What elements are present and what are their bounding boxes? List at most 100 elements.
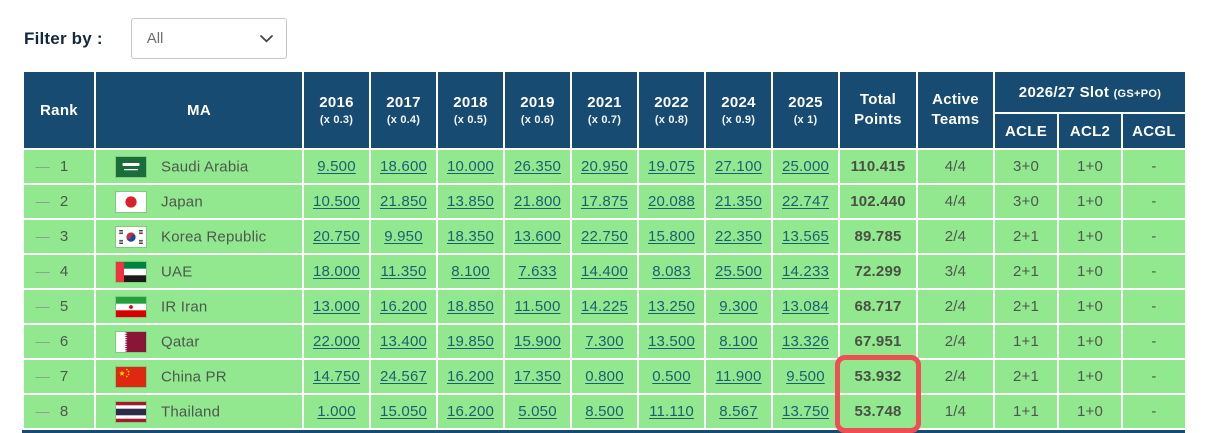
year-points-link[interactable]: 20.088 bbox=[647, 193, 696, 210]
rank-number: 5 bbox=[59, 298, 69, 315]
year-points-link[interactable]: 15.900 bbox=[513, 333, 562, 350]
table-row: —7 China PR 14.750 24.567 16.200 17.350 0.800 0… bbox=[22, 358, 1188, 395]
year-points-link[interactable]: 18.850 bbox=[446, 298, 495, 315]
year-points-link[interactable]: 8.083 bbox=[652, 263, 691, 280]
year-points-link[interactable]: 21.350 bbox=[714, 193, 763, 210]
col-header-2022: 2022 (x 0.8) bbox=[637, 70, 706, 150]
year-points-link[interactable]: 9.300 bbox=[719, 298, 758, 315]
year-points-link[interactable]: 1.000 bbox=[317, 403, 356, 420]
acle-slot-cell: 3+0 bbox=[993, 148, 1059, 185]
year-points-cell: 8.500 bbox=[570, 393, 639, 430]
year-points-link[interactable]: 7.300 bbox=[585, 333, 624, 350]
trend-steady-icon: — bbox=[35, 403, 50, 419]
year-points-link[interactable]: 14.225 bbox=[580, 298, 629, 315]
year-points-link[interactable]: 7.633 bbox=[518, 263, 557, 280]
year-points-link[interactable]: 13.400 bbox=[379, 333, 428, 350]
year-points-link[interactable]: 22.747 bbox=[781, 193, 830, 210]
year-points-link[interactable]: 0.500 bbox=[652, 368, 691, 385]
ma-cell: Saudi Arabia bbox=[94, 148, 304, 185]
active-teams-cell: 3/4 bbox=[916, 253, 995, 290]
year-points-link[interactable]: 19.850 bbox=[446, 333, 495, 350]
year-points-link[interactable]: 21.800 bbox=[513, 193, 562, 210]
country-name: Japan bbox=[161, 193, 203, 210]
year-points-link[interactable]: 15.050 bbox=[379, 403, 428, 420]
year-points-link[interactable]: 16.200 bbox=[446, 403, 495, 420]
year-points-link[interactable]: 16.200 bbox=[446, 368, 495, 385]
year-points-link[interactable]: 21.850 bbox=[379, 193, 428, 210]
year-points-link[interactable]: 20.950 bbox=[580, 158, 629, 175]
year-points-link[interactable]: 11.110 bbox=[649, 403, 694, 420]
year-points-link[interactable]: 13.250 bbox=[647, 298, 696, 315]
rank-cell: —3 bbox=[22, 218, 96, 255]
year-points-link[interactable]: 8.100 bbox=[451, 263, 490, 280]
year-points-link[interactable]: 13.600 bbox=[513, 228, 562, 245]
year-points-cell: 15.800 bbox=[637, 218, 706, 255]
year-points-link[interactable]: 17.350 bbox=[513, 368, 562, 385]
trend-steady-icon: — bbox=[35, 263, 50, 279]
year-points-link[interactable]: 14.750 bbox=[312, 368, 361, 385]
acl2-slot-cell: 1+0 bbox=[1057, 183, 1123, 220]
year-points-link[interactable]: 25.500 bbox=[714, 263, 763, 280]
year-points-link[interactable]: 18.600 bbox=[379, 158, 428, 175]
year-points-link[interactable]: 18.000 bbox=[312, 263, 361, 280]
year-points-link[interactable]: 11.900 bbox=[715, 368, 762, 385]
year-points-link[interactable]: 17.875 bbox=[580, 193, 629, 210]
year-points-link[interactable]: 8.567 bbox=[719, 403, 758, 420]
col-header-active-teams: Active Teams bbox=[916, 70, 995, 150]
year-points-link[interactable]: 13.565 bbox=[781, 228, 830, 245]
year-points-link[interactable]: 27.100 bbox=[714, 158, 763, 175]
year-points-link[interactable]: 26.350 bbox=[513, 158, 562, 175]
year-points-link[interactable]: 9.500 bbox=[317, 158, 356, 175]
year-points-link[interactable]: 22.350 bbox=[714, 228, 763, 245]
year-points-link[interactable]: 14.233 bbox=[781, 263, 830, 280]
year-points-link[interactable]: 10.000 bbox=[446, 158, 495, 175]
year-points-link[interactable]: 19.075 bbox=[647, 158, 696, 175]
rank-cell: —5 bbox=[22, 288, 96, 325]
year-points-link[interactable]: 20.750 bbox=[312, 228, 361, 245]
year-points-link[interactable]: 25.000 bbox=[781, 158, 830, 175]
year-points-link[interactable]: 10.500 bbox=[312, 193, 361, 210]
year-points-cell: 11.900 bbox=[704, 358, 773, 395]
year-points-link[interactable]: 0.800 bbox=[585, 368, 624, 385]
year-points-link[interactable]: 13.000 bbox=[312, 298, 361, 315]
country-name: Qatar bbox=[161, 333, 200, 350]
country-name: UAE bbox=[161, 263, 193, 280]
ma-cell: Korea Republic bbox=[94, 218, 304, 255]
year-points-link[interactable]: 22.750 bbox=[580, 228, 629, 245]
year-points-cell: 8.083 bbox=[637, 253, 706, 290]
year-points-link[interactable]: 13.084 bbox=[781, 298, 830, 315]
year-points-link[interactable]: 15.800 bbox=[647, 228, 696, 245]
year-points-link[interactable]: 9.950 bbox=[384, 228, 423, 245]
rank-cell: —4 bbox=[22, 253, 96, 290]
year-points-link[interactable]: 24.567 bbox=[379, 368, 428, 385]
year-points-link[interactable]: 9.500 bbox=[786, 368, 825, 385]
year-points-link[interactable]: 18.350 bbox=[446, 228, 495, 245]
filter-select[interactable]: All bbox=[130, 18, 287, 59]
year-points-cell: 20.750 bbox=[302, 218, 371, 255]
col-header-2016: 2016 (x 0.3) bbox=[302, 70, 371, 150]
year-points-link[interactable]: 16.200 bbox=[379, 298, 428, 315]
chevron-down-icon bbox=[259, 34, 273, 43]
trend-steady-icon: — bbox=[35, 228, 50, 244]
acgl-slot-cell: - bbox=[1120, 253, 1188, 290]
year-points-cell: 9.500 bbox=[771, 358, 840, 395]
year-points-link[interactable]: 13.326 bbox=[781, 333, 830, 350]
year-points-link[interactable]: 14.400 bbox=[580, 263, 629, 280]
year-points-link[interactable]: 13.850 bbox=[446, 193, 495, 210]
year-points-link[interactable]: 22.000 bbox=[312, 333, 361, 350]
rank-number: 2 bbox=[59, 193, 69, 210]
acl2-slot-cell: 1+0 bbox=[1057, 253, 1123, 290]
year-points-link[interactable]: 11.500 bbox=[514, 298, 561, 315]
year-points-link[interactable]: 8.100 bbox=[719, 333, 758, 350]
year-points-link[interactable]: 11.350 bbox=[380, 263, 427, 280]
year-points-link[interactable]: 8.500 bbox=[585, 403, 624, 420]
total-points-cell: 110.415 bbox=[838, 148, 918, 185]
col-header-rank: Rank bbox=[22, 70, 96, 150]
year-points-cell: 13.400 bbox=[369, 323, 438, 360]
ma-cell: Qatar bbox=[94, 323, 304, 360]
year-points-link[interactable]: 13.500 bbox=[647, 333, 696, 350]
korea-republic-flag-icon bbox=[116, 226, 146, 247]
year-points-link[interactable]: 13.750 bbox=[781, 403, 830, 420]
year-points-link[interactable]: 5.050 bbox=[518, 403, 557, 420]
year-points-cell: 25.000 bbox=[771, 148, 840, 185]
